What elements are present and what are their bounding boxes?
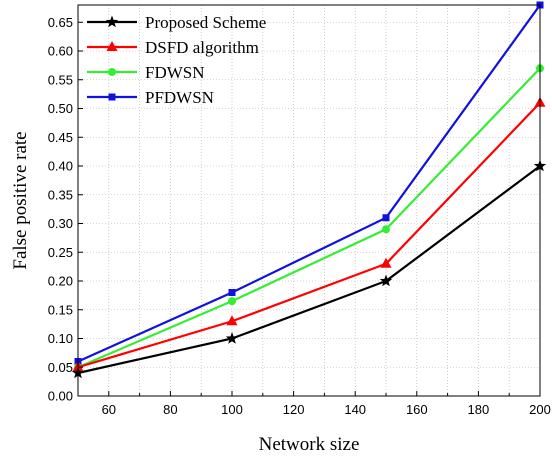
data-point-pfdwsn (382, 214, 390, 222)
y-tick-label: 0.15 (48, 302, 73, 317)
legend: Proposed Scheme DSFD algorithm FDWSN PFDWSN (87, 13, 266, 107)
grid (78, 5, 540, 396)
y-tick-label: 0.10 (48, 331, 73, 346)
x-tick-label: 100 (221, 402, 243, 417)
legend-item-fdwsn: FDWSN (87, 63, 205, 82)
data-point-fdwsn (228, 297, 236, 306)
y-tick-label: 0.55 (48, 72, 73, 87)
x-tick-label: 160 (406, 402, 428, 417)
y-tick-label: 0.40 (48, 159, 73, 174)
y-tick-label: 0.45 (48, 130, 73, 145)
series-line-pfdwsn (77, 4, 541, 363)
legend-item-dsfd-algorithm: DSFD algorithm (87, 38, 259, 57)
y-tick-label: 0.30 (48, 216, 73, 231)
series-dsfd-algorithm (72, 96, 546, 372)
data-point-dsfd-algorithm (380, 257, 392, 268)
legend-label: Proposed Scheme (145, 13, 266, 32)
plot-frame (77, 4, 541, 397)
data-point-dsfd-algorithm (226, 315, 238, 326)
legend-marker (108, 68, 116, 76)
x-axis-title: Network size (259, 434, 360, 455)
y-tick-label: 0.05 (48, 360, 73, 375)
series-line-dsfd-algorithm (77, 101, 541, 369)
series-proposed-scheme (71, 159, 547, 379)
x-tick-label: 120 (283, 402, 305, 417)
data-point-fdwsn (382, 225, 390, 234)
y-tick-label: 0.35 (48, 187, 73, 202)
x-tick-label: 180 (468, 402, 490, 417)
y-axis: 0.00 0.05 0.10 0.15 0.20 0.25 0.30 0.35 0.40 0.45… (48, 15, 83, 404)
series-layer (71, 1, 547, 379)
legend-item-proposed-scheme: Proposed Scheme (87, 13, 266, 32)
y-tick-label: 0.00 (48, 389, 73, 404)
x-axis: 60 80 100 120 140 160 180 200 (102, 391, 551, 417)
y-tick-label: 0.50 (48, 101, 73, 116)
y-axis-title: False positive rate (10, 131, 31, 269)
legend-marker (108, 93, 116, 101)
data-point-proposed-scheme (379, 274, 393, 287)
x-tick-label: 140 (344, 402, 366, 417)
x-tick-label: 80 (163, 402, 177, 417)
series-fdwsn (74, 64, 544, 372)
y-tick-label: 0.20 (48, 274, 73, 289)
x-tick-label: 200 (529, 402, 551, 417)
data-point-proposed-scheme (225, 332, 239, 344)
series-line-proposed-scheme (77, 165, 541, 375)
legend-item-pfdwsn: PFDWSN (87, 88, 214, 107)
data-point-pfdwsn (228, 289, 236, 296)
x-tick-label: 60 (102, 402, 116, 417)
legend-label: FDWSN (145, 63, 205, 82)
legend-marker (106, 41, 118, 51)
legend-marker (105, 15, 119, 28)
legend-label: DSFD algorithm (145, 38, 259, 57)
y-tick-label: 0.60 (48, 44, 73, 59)
series-line-fdwsn (77, 67, 541, 369)
y-tick-label: 0.25 (48, 245, 73, 260)
legend-label: PFDWSN (145, 88, 214, 107)
y-tick-label: 0.65 (48, 15, 73, 30)
